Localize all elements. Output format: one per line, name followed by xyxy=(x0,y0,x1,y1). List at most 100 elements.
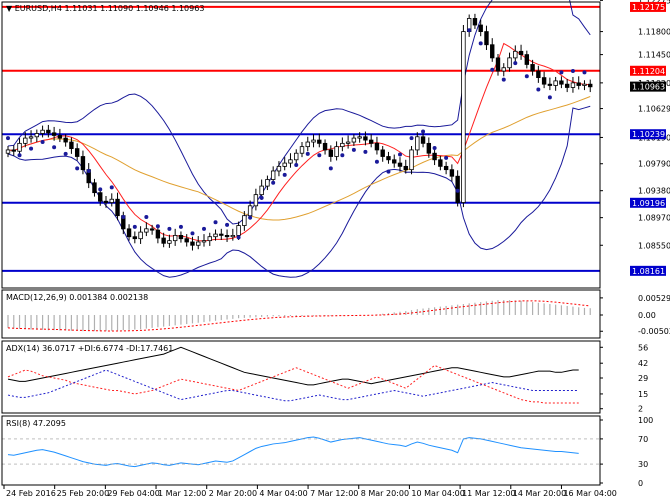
sar-dot xyxy=(363,149,368,154)
candle-body xyxy=(536,70,541,79)
candle-body xyxy=(484,31,489,46)
time-tick-label: 25 Feb 20:00 xyxy=(57,489,109,498)
sar-dot xyxy=(52,145,57,150)
indicator-line xyxy=(7,364,579,404)
sar-dot xyxy=(524,74,529,79)
candle-body xyxy=(23,137,28,144)
candle-body xyxy=(541,77,547,85)
indicator-tick-label: 0.00 xyxy=(638,311,656,320)
candle-body xyxy=(74,148,80,157)
indicator-tick-label: 2 xyxy=(638,405,643,414)
sar-dot xyxy=(167,226,172,231)
candle-body xyxy=(149,228,155,231)
candle-body xyxy=(357,136,362,139)
sar-dot xyxy=(271,180,276,185)
candle-body xyxy=(559,80,564,85)
current-price-tag xyxy=(630,81,666,92)
sar-dot xyxy=(536,87,541,92)
candle-body xyxy=(386,156,391,161)
candle-body xyxy=(247,205,253,217)
candle-body xyxy=(190,241,195,246)
sar-dot xyxy=(513,61,518,66)
candle-body xyxy=(46,129,51,134)
candle-body xyxy=(403,165,408,171)
candle-body xyxy=(495,57,501,72)
candle-body xyxy=(305,141,310,148)
sar-dot xyxy=(570,69,575,74)
candle-body xyxy=(92,182,97,194)
time-tick-label: 11 Mar 12:00 xyxy=(462,489,515,498)
sar-dot xyxy=(6,136,10,141)
candle-body xyxy=(155,229,161,239)
sar-dot xyxy=(351,147,356,152)
level-tag xyxy=(630,65,666,76)
candle-body xyxy=(230,235,236,238)
price-tick-label: 1.11450 xyxy=(638,51,670,60)
level-label: 1.09196 xyxy=(632,199,665,208)
candle-body xyxy=(490,44,495,59)
candle-body xyxy=(472,18,478,26)
candle-body xyxy=(351,137,357,143)
adx-pane[interactable]: 56 42 29 15 2 ADX(14) 36.0717 +DI:6.6774 -DI:… xyxy=(6,343,648,413)
pane-frame xyxy=(1,289,601,339)
symbol-title: ▼ EURUSD,H4 1.11031 1.11090 1.10946 1.10… xyxy=(6,4,204,13)
candle-body xyxy=(513,50,518,59)
level-label: 1.12175 xyxy=(632,3,665,12)
candle-body xyxy=(564,83,570,88)
candle-body xyxy=(224,235,230,238)
candle-body xyxy=(17,142,22,152)
candle-body xyxy=(524,54,530,65)
candle-body xyxy=(213,233,218,238)
pane-frame xyxy=(1,1,601,289)
candle-body xyxy=(507,57,512,69)
candle-body xyxy=(57,135,63,139)
pane-frame xyxy=(1,415,601,486)
indicator-title: RSI(8) 47.2095 xyxy=(6,419,66,428)
level-label: 1.11204 xyxy=(632,67,665,76)
indicator-tick-label: 70 xyxy=(638,435,648,444)
candle-body xyxy=(345,141,351,144)
candle-body xyxy=(98,192,103,202)
price-pane[interactable]: 1.122751.118001.114501.110201.106291.101… xyxy=(2,0,670,278)
time-tick-label: 7 Mar 12:00 xyxy=(310,489,358,498)
candle-body xyxy=(167,240,172,244)
macd-pane[interactable]: 0.005295 0.00 -0.005029 MACD(12,26,9) 0.001… xyxy=(6,293,670,336)
bollinger-lower xyxy=(7,105,591,278)
candle-body xyxy=(69,141,74,150)
sar-dot xyxy=(132,224,137,229)
sar-dot xyxy=(386,169,391,174)
sar-dot xyxy=(178,224,183,229)
sar-dot xyxy=(40,140,45,145)
candle-body xyxy=(242,215,247,226)
sar-dot xyxy=(236,235,241,240)
candle-body xyxy=(334,146,339,157)
sar-dot xyxy=(305,151,310,156)
price-tick-label: 1.08970 xyxy=(638,214,670,223)
time-tick-label: 4 Mar 04:00 xyxy=(259,489,307,498)
time-tick-label: 8 Mar 20:00 xyxy=(361,489,409,498)
candle-body xyxy=(219,233,224,236)
candle-body xyxy=(299,146,305,154)
sar-dot xyxy=(467,28,472,33)
candle-body xyxy=(380,149,385,157)
candle-body xyxy=(553,80,558,86)
candle-body xyxy=(265,179,270,187)
sar-dot xyxy=(190,231,195,236)
indicator-tick-label: 29 xyxy=(638,374,648,383)
sar-dot xyxy=(86,168,91,173)
candle-body xyxy=(126,228,132,238)
time-tick-label: 14 Mar 20:00 xyxy=(513,489,566,498)
candle-body xyxy=(161,237,166,244)
candle-body xyxy=(368,139,374,144)
rsi-pane[interactable]: 100 70 30 0 RSI(8) 47.2095 xyxy=(2,416,653,488)
candle-body xyxy=(588,83,593,88)
price-tick-label: 1.08550 xyxy=(638,241,670,250)
candle-body xyxy=(207,236,212,242)
candle-body xyxy=(409,149,414,171)
candle-body xyxy=(576,82,581,86)
sar-dot xyxy=(202,226,206,231)
sar-dot xyxy=(121,214,126,219)
